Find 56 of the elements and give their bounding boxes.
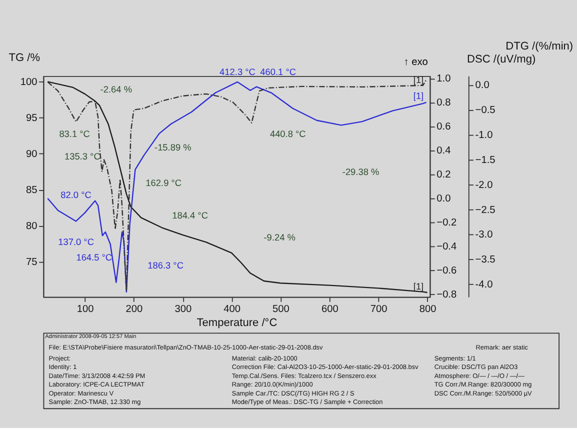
y-tick-label: 100	[20, 76, 38, 88]
annotation: 186.3 °C	[148, 260, 184, 271]
x-tick-label: 200	[126, 304, 144, 316]
annotation: -15.89 %	[154, 142, 192, 153]
y3-tick-label: -2.0	[475, 180, 494, 191]
x-tick-label: 500	[272, 304, 290, 316]
text: ↑ exo	[404, 56, 428, 68]
y2-tick-label: 1.0	[436, 74, 452, 85]
y2-tick-label: −0.4	[436, 242, 457, 253]
annotation: 184.4 °C	[172, 210, 208, 220]
annotation: -29.38 %	[342, 167, 380, 178]
y3-tick-label: -3.0	[475, 230, 494, 241]
annotation: [1]	[413, 90, 424, 101]
y-axis-title: TG /%	[8, 52, 40, 64]
y3-tick-label: −1.5	[475, 154, 496, 166]
annotation: 164.5 °C	[76, 252, 112, 263]
annotation: 460.1 °C	[260, 67, 296, 78]
y2-tick-label: 0.6	[436, 122, 452, 133]
annotation: -9.24 %	[264, 232, 296, 243]
annotation: [1]	[413, 75, 424, 86]
y2-axis-title: DSC /(uV/mg)	[467, 54, 536, 66]
annotation: 440.8 °C	[270, 128, 306, 139]
y-tick-label: 90	[26, 148, 38, 160]
x-tick-label: 800	[419, 304, 437, 316]
annotation: 137.0 °C	[58, 236, 94, 247]
y3-axis-title: DTG /(%/min)	[506, 40, 574, 53]
x-tick-label: 100	[76, 304, 94, 316]
annotation: 412.3 °C	[220, 67, 256, 78]
y2-tick-label: 0.2	[436, 170, 452, 181]
x-tick-label: 400	[224, 304, 241, 316]
y-tick-label: 85	[26, 184, 38, 196]
annotation: 83.1 °C	[59, 128, 90, 139]
annotation: 162.9 °C	[146, 178, 182, 188]
y-tick-label: 75	[26, 256, 38, 268]
y3-tick-label: −2.5	[475, 204, 496, 216]
annotation: 82.0 °C	[60, 190, 92, 200]
y2-tick-label: 0.8	[436, 98, 452, 109]
annotation: 135.3 °C	[64, 151, 101, 162]
y-tick-label: 95	[26, 112, 38, 124]
y3-tick-label: -1.0	[475, 130, 494, 142]
x-tick-label: 300	[174, 304, 192, 316]
y2-tick-label: −0.6	[436, 266, 457, 277]
y3-tick-label: −3.5	[475, 254, 496, 266]
y3-tick-label: −0.5	[475, 105, 496, 116]
x-tick-label: 700	[370, 304, 388, 316]
x-axis-title: Temperature /°C	[196, 316, 278, 329]
x-tick-label: 600	[321, 304, 339, 316]
y2-tick-label: 0.4	[436, 146, 452, 157]
y3-tick-label: -4.0	[475, 280, 494, 291]
annotation: [1]	[413, 282, 424, 292]
y2-tick-label: −0.2	[436, 218, 457, 229]
y3-tick-label: 0.0	[475, 80, 490, 92]
y2-tick-label: 0.0	[436, 194, 452, 205]
annotation: -2.64 %	[100, 84, 132, 94]
y2-tick-label: −0.8	[436, 290, 457, 301]
y-tick-label: 80	[26, 220, 38, 232]
